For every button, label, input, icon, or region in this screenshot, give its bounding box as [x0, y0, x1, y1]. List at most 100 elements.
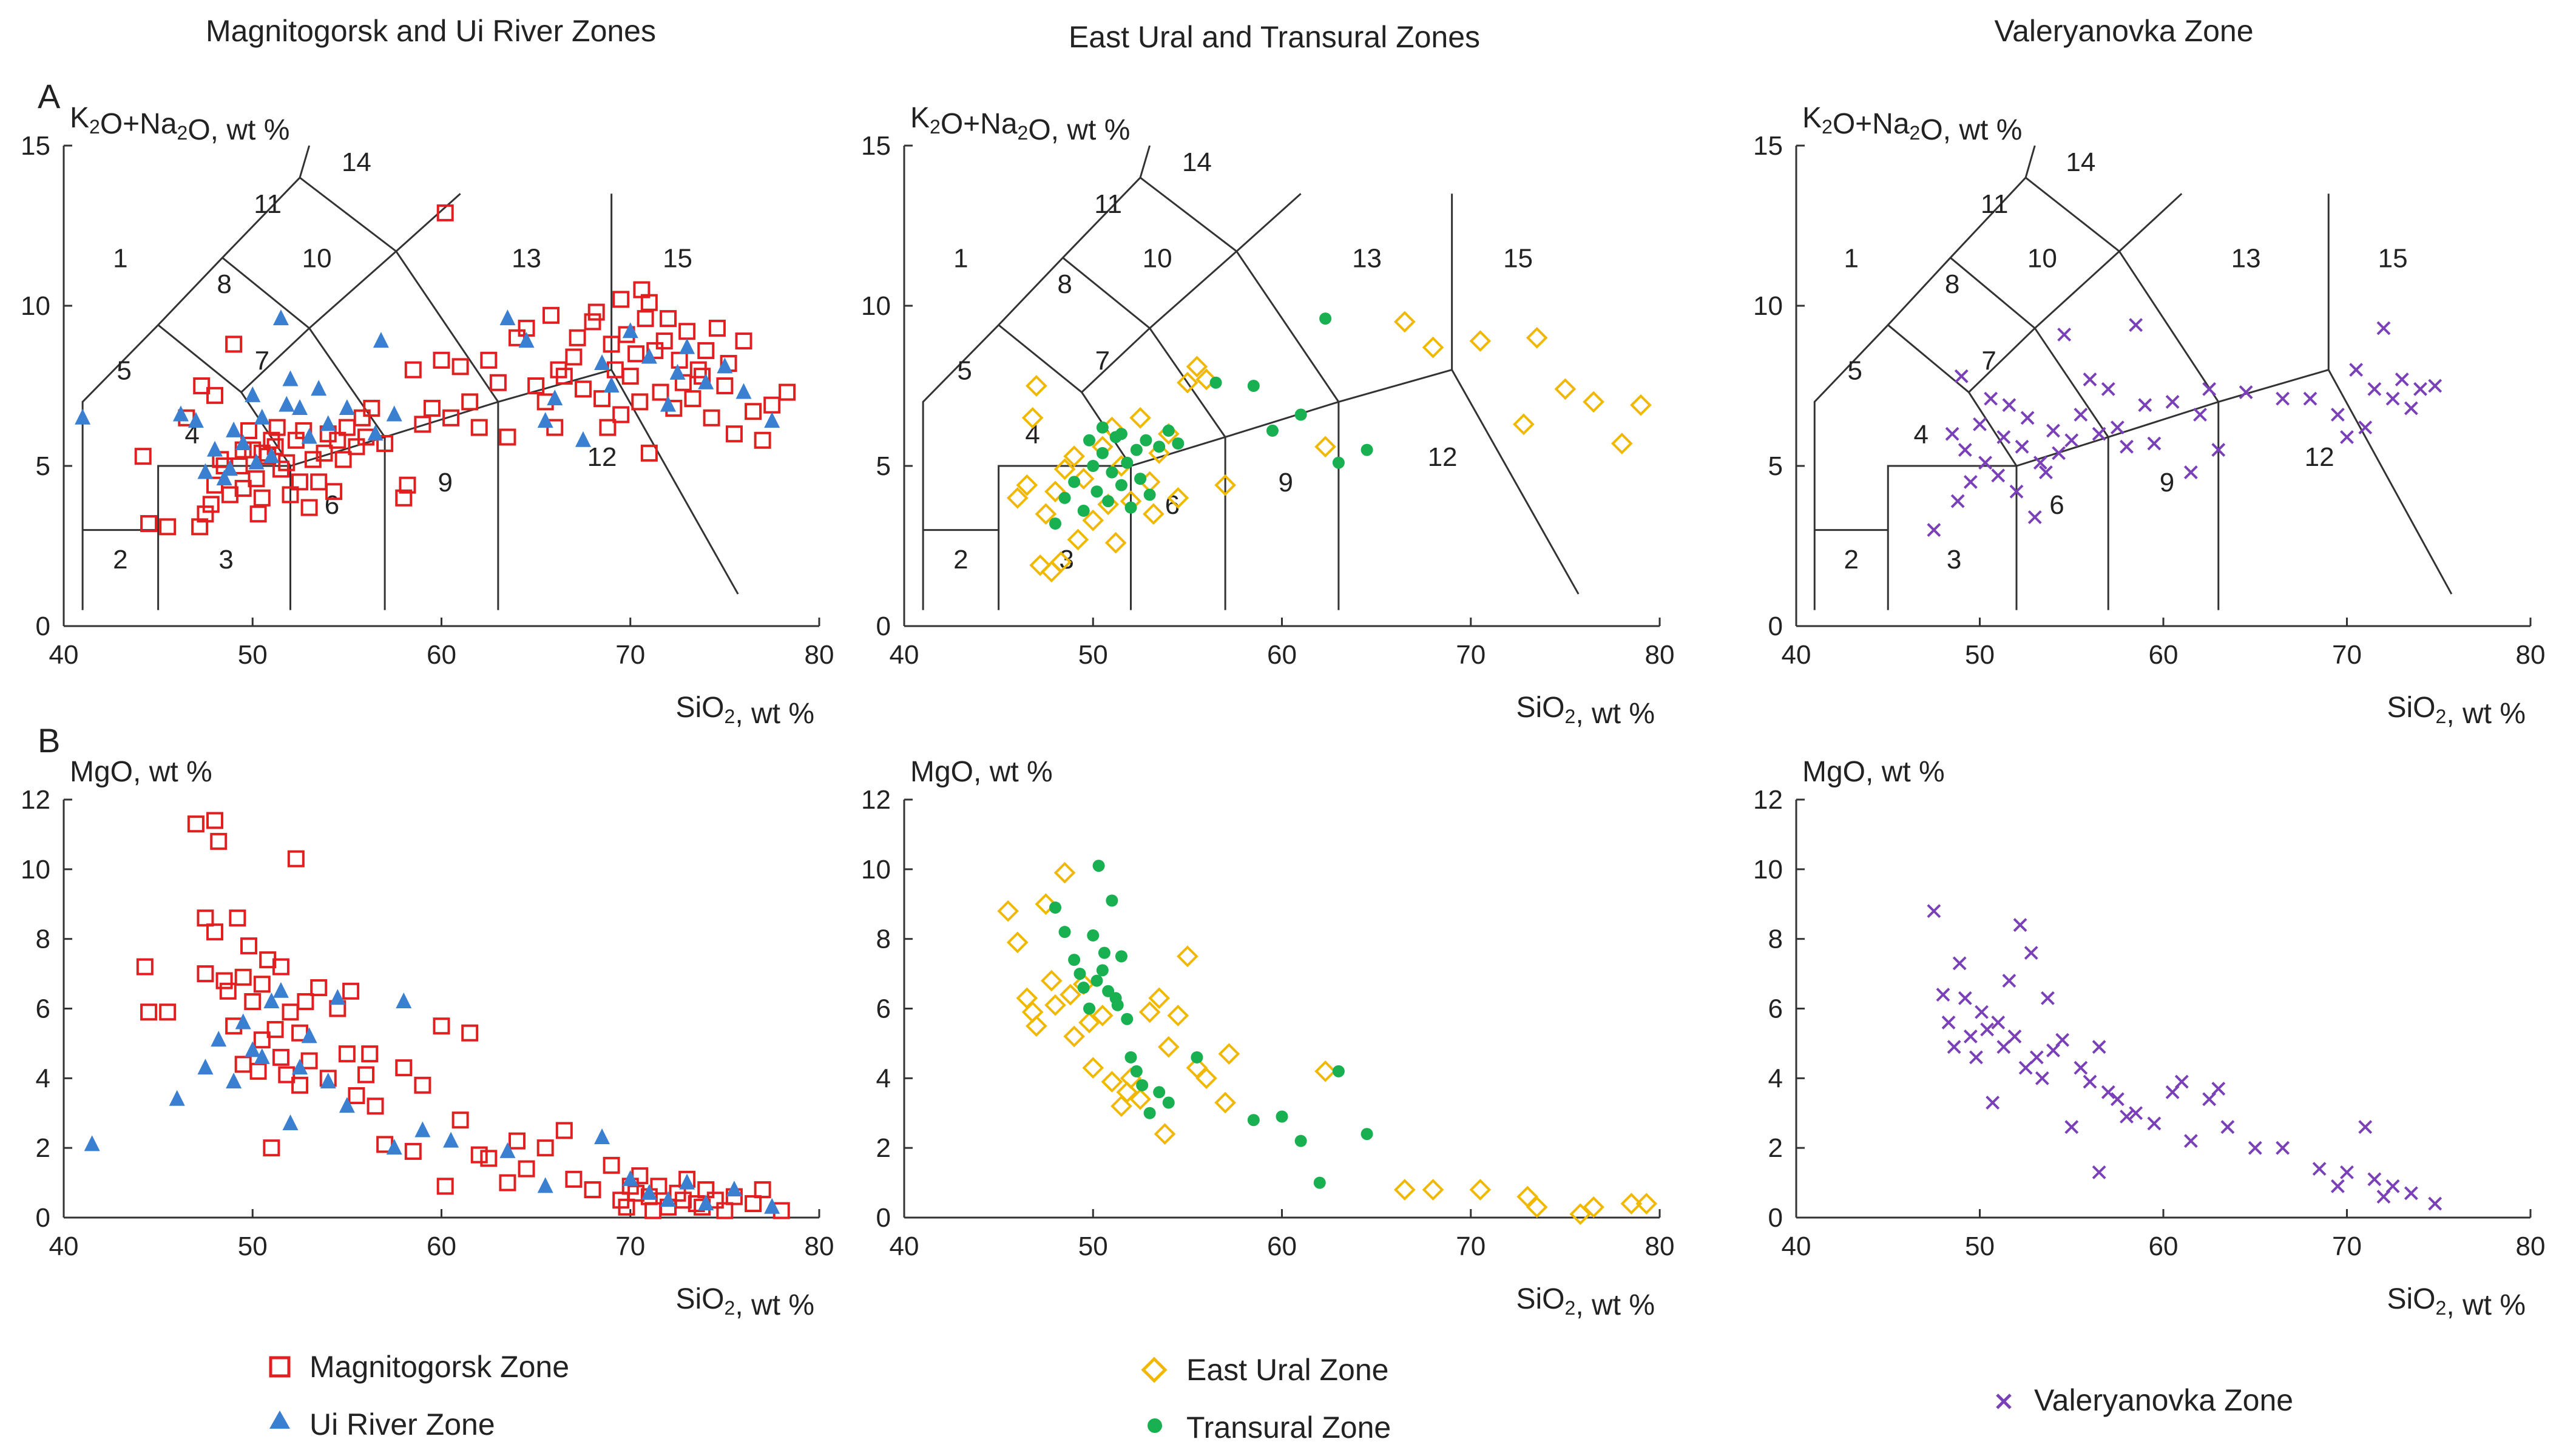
data-point	[1630, 394, 1652, 416]
data-point	[376, 435, 394, 453]
tas-field-label: 3	[1947, 545, 1961, 575]
data-point	[543, 306, 560, 324]
tas-field-label: 1	[1844, 244, 1859, 274]
data-point	[206, 923, 223, 941]
tas-field-boundary	[1062, 257, 1226, 438]
data-point	[509, 1132, 526, 1150]
data-point	[641, 1184, 657, 1200]
data-point	[2376, 321, 2391, 335]
data-point	[575, 431, 591, 447]
data-point	[2101, 1085, 2115, 1099]
data-point	[1077, 504, 1090, 517]
data-point	[2367, 382, 2382, 396]
data-point	[1026, 1015, 1047, 1037]
data-point	[1469, 1179, 1492, 1201]
data-point	[499, 1174, 516, 1191]
data-point	[2330, 408, 2345, 422]
data-point	[1124, 501, 1137, 514]
y-tick-label: 2	[36, 1133, 50, 1163]
data-point	[1172, 437, 1185, 450]
data-point	[320, 1073, 336, 1089]
data-point	[338, 1045, 356, 1063]
data-point	[594, 354, 610, 371]
tas-field-label: 13	[512, 244, 541, 274]
data-point	[569, 329, 586, 346]
data-point	[2330, 1179, 2345, 1193]
data-point	[1096, 447, 1109, 459]
data-point	[2147, 436, 2162, 451]
data-point	[1148, 442, 1171, 464]
data-point	[433, 351, 450, 369]
data-point	[2064, 1120, 2079, 1134]
data-point	[1969, 1050, 1983, 1065]
data-point	[1980, 1022, 1995, 1037]
data-point	[1148, 987, 1171, 1009]
data-point	[499, 309, 516, 326]
data-point	[1073, 968, 1086, 980]
data-point	[386, 405, 402, 422]
data-point	[325, 483, 343, 500]
data-point	[2092, 1165, 2106, 1179]
tas-field-label: 11	[1981, 189, 2009, 219]
data-point	[2015, 439, 2029, 454]
data-point	[451, 358, 469, 376]
data-point	[316, 444, 333, 462]
legend-marker-east-ural	[1141, 1357, 1168, 1383]
data-point	[1991, 1016, 2006, 1030]
data-point	[2193, 408, 2207, 422]
data-point	[698, 373, 714, 389]
tas-field-label: 15	[2378, 244, 2408, 274]
data-point	[1936, 988, 1950, 1002]
y-tick-label: 15	[1753, 131, 1783, 161]
tas-field-label: 8	[217, 269, 231, 299]
data-point	[518, 1160, 535, 1178]
data-point	[536, 1139, 554, 1157]
data-point	[660, 396, 676, 412]
data-point	[1195, 368, 1217, 391]
data-point	[386, 1139, 402, 1155]
y-tick-label: 2	[876, 1133, 891, 1163]
data-point	[2248, 1141, 2262, 1155]
data-point	[679, 338, 695, 354]
data-point	[348, 438, 365, 456]
data-point	[2083, 1074, 2097, 1089]
y-tick-label: 2	[1768, 1133, 1783, 1163]
data-point	[2052, 446, 2066, 460]
tas-field-label: 5	[957, 356, 972, 385]
tas-field-label: 1	[953, 244, 968, 274]
x-axis-label: SiO2, wt %	[676, 1283, 815, 1321]
data-point	[2007, 1030, 2022, 1043]
tas-field-label: 7	[255, 346, 269, 376]
y-tick-label: 0	[1768, 1203, 1783, 1233]
data-point	[754, 1181, 771, 1199]
tas-field-label: 8	[1945, 269, 1959, 299]
data-point	[197, 463, 214, 479]
data-point	[282, 370, 299, 386]
tas-field-label: 13	[1352, 244, 1382, 274]
data-point	[301, 1027, 317, 1043]
data-point	[1947, 1040, 1961, 1054]
y-tick-label: 8	[36, 925, 50, 954]
data-point	[550, 361, 567, 379]
data-point	[1087, 460, 1100, 472]
x-tick-label: 80	[2516, 640, 2546, 670]
x-axis-label: SiO2, wt %	[1516, 1283, 1655, 1321]
data-point	[1082, 509, 1104, 531]
data-point	[1021, 1001, 1044, 1023]
data-point	[2038, 465, 2053, 479]
data-point	[268, 419, 286, 436]
data-point	[248, 453, 265, 470]
data-point	[1143, 1107, 1156, 1119]
data-point	[1958, 991, 1972, 1005]
data-point	[555, 1122, 573, 1139]
tas-field-boundary	[2118, 193, 2183, 252]
data-point	[1006, 931, 1029, 954]
y-tick-label: 6	[1768, 994, 1783, 1024]
data-point	[2083, 372, 2097, 386]
data-point	[414, 416, 431, 433]
data-point	[310, 473, 328, 491]
data-point	[367, 425, 384, 441]
data-point	[461, 1024, 479, 1042]
tas-field-label: 4	[1025, 420, 1039, 450]
